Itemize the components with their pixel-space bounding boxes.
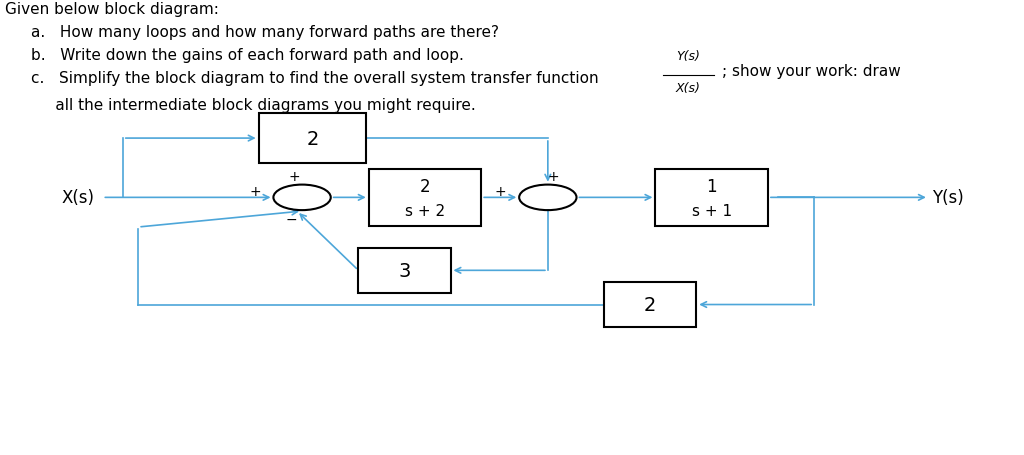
Text: s + 1: s + 1	[691, 203, 732, 218]
Text: s + 2: s + 2	[404, 203, 445, 218]
Text: Y(s): Y(s)	[932, 189, 964, 207]
Text: X(s): X(s)	[676, 81, 700, 95]
Text: 2: 2	[420, 177, 430, 196]
Text: a.   How many loops and how many forward paths are there?: a. How many loops and how many forward p…	[31, 25, 499, 40]
FancyBboxPatch shape	[604, 282, 696, 328]
Text: 3: 3	[398, 261, 411, 280]
FancyBboxPatch shape	[655, 170, 768, 227]
Text: Given below block diagram:: Given below block diagram:	[5, 2, 219, 17]
FancyBboxPatch shape	[369, 170, 481, 227]
Text: +: +	[288, 170, 300, 184]
Text: X(s): X(s)	[61, 189, 94, 207]
Text: 2: 2	[644, 295, 656, 314]
Text: 1: 1	[707, 177, 717, 196]
Text: all the intermediate block diagrams you might require.: all the intermediate block diagrams you …	[31, 98, 475, 113]
Text: b.   Write down the gains of each forward path and loop.: b. Write down the gains of each forward …	[31, 48, 464, 63]
Text: c.   Simplify the block diagram to find the overall system transfer function: c. Simplify the block diagram to find th…	[31, 71, 598, 86]
Text: 2: 2	[306, 129, 318, 148]
Text: ; show your work: draw: ; show your work: draw	[722, 64, 901, 78]
Text: +: +	[495, 184, 507, 198]
FancyBboxPatch shape	[258, 114, 367, 164]
Text: −: −	[286, 213, 298, 227]
Text: +: +	[547, 170, 559, 184]
FancyBboxPatch shape	[358, 248, 451, 293]
Text: +: +	[249, 184, 261, 198]
Text: Y(s): Y(s)	[676, 50, 700, 63]
